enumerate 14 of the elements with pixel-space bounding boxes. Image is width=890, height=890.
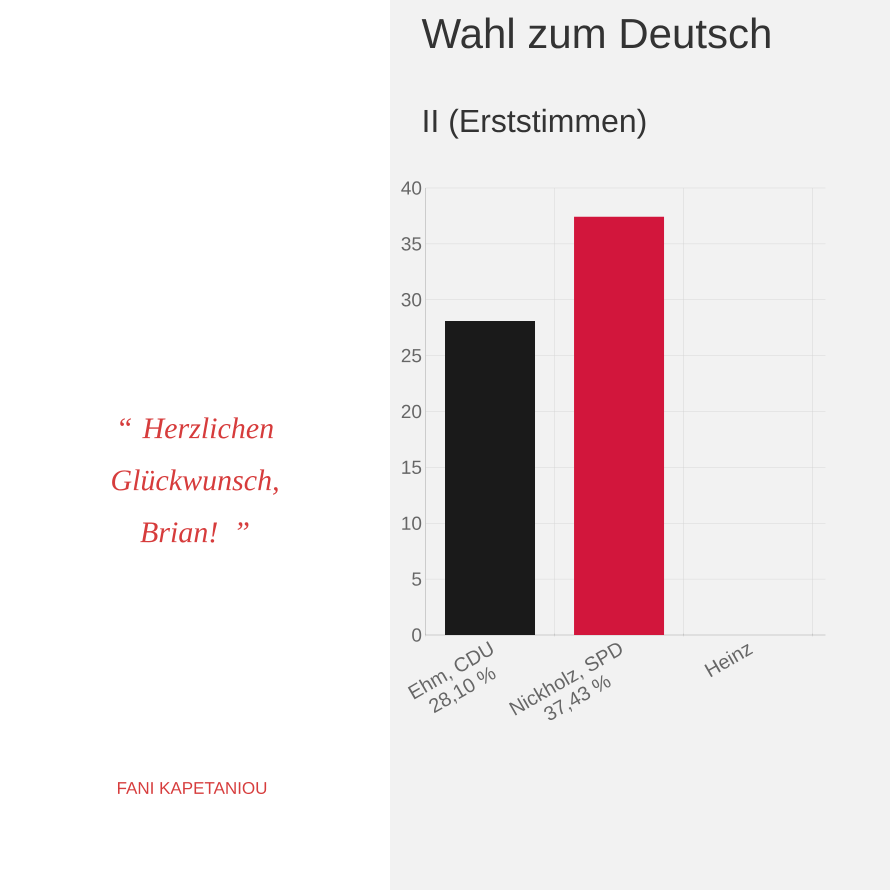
y-tick-label: 20 bbox=[402, 404, 422, 418]
y-tick-label: 0 bbox=[412, 628, 422, 642]
y-tick-label: 5 bbox=[412, 572, 422, 586]
x-tick-label: Heinz bbox=[704, 644, 754, 678]
y-tick-label: 25 bbox=[402, 348, 422, 362]
text: FANI KAPETANIOU bbox=[118, 782, 266, 794]
chart-title: Wahl zum Deutsch bbox=[422, 18, 770, 48]
y-tick-label: 30 bbox=[402, 293, 422, 306]
y-tick-label: 10 bbox=[402, 516, 422, 530]
y-tick-label: 40 bbox=[401, 181, 422, 195]
y-tick-label: 35 bbox=[402, 237, 422, 251]
chart-subtitle: II (Erststimmen) bbox=[424, 108, 646, 139]
y-tick-label: 15 bbox=[402, 460, 422, 474]
text: “ Herzlichen Glückwunsch, Brian! ” bbox=[112, 417, 278, 543]
